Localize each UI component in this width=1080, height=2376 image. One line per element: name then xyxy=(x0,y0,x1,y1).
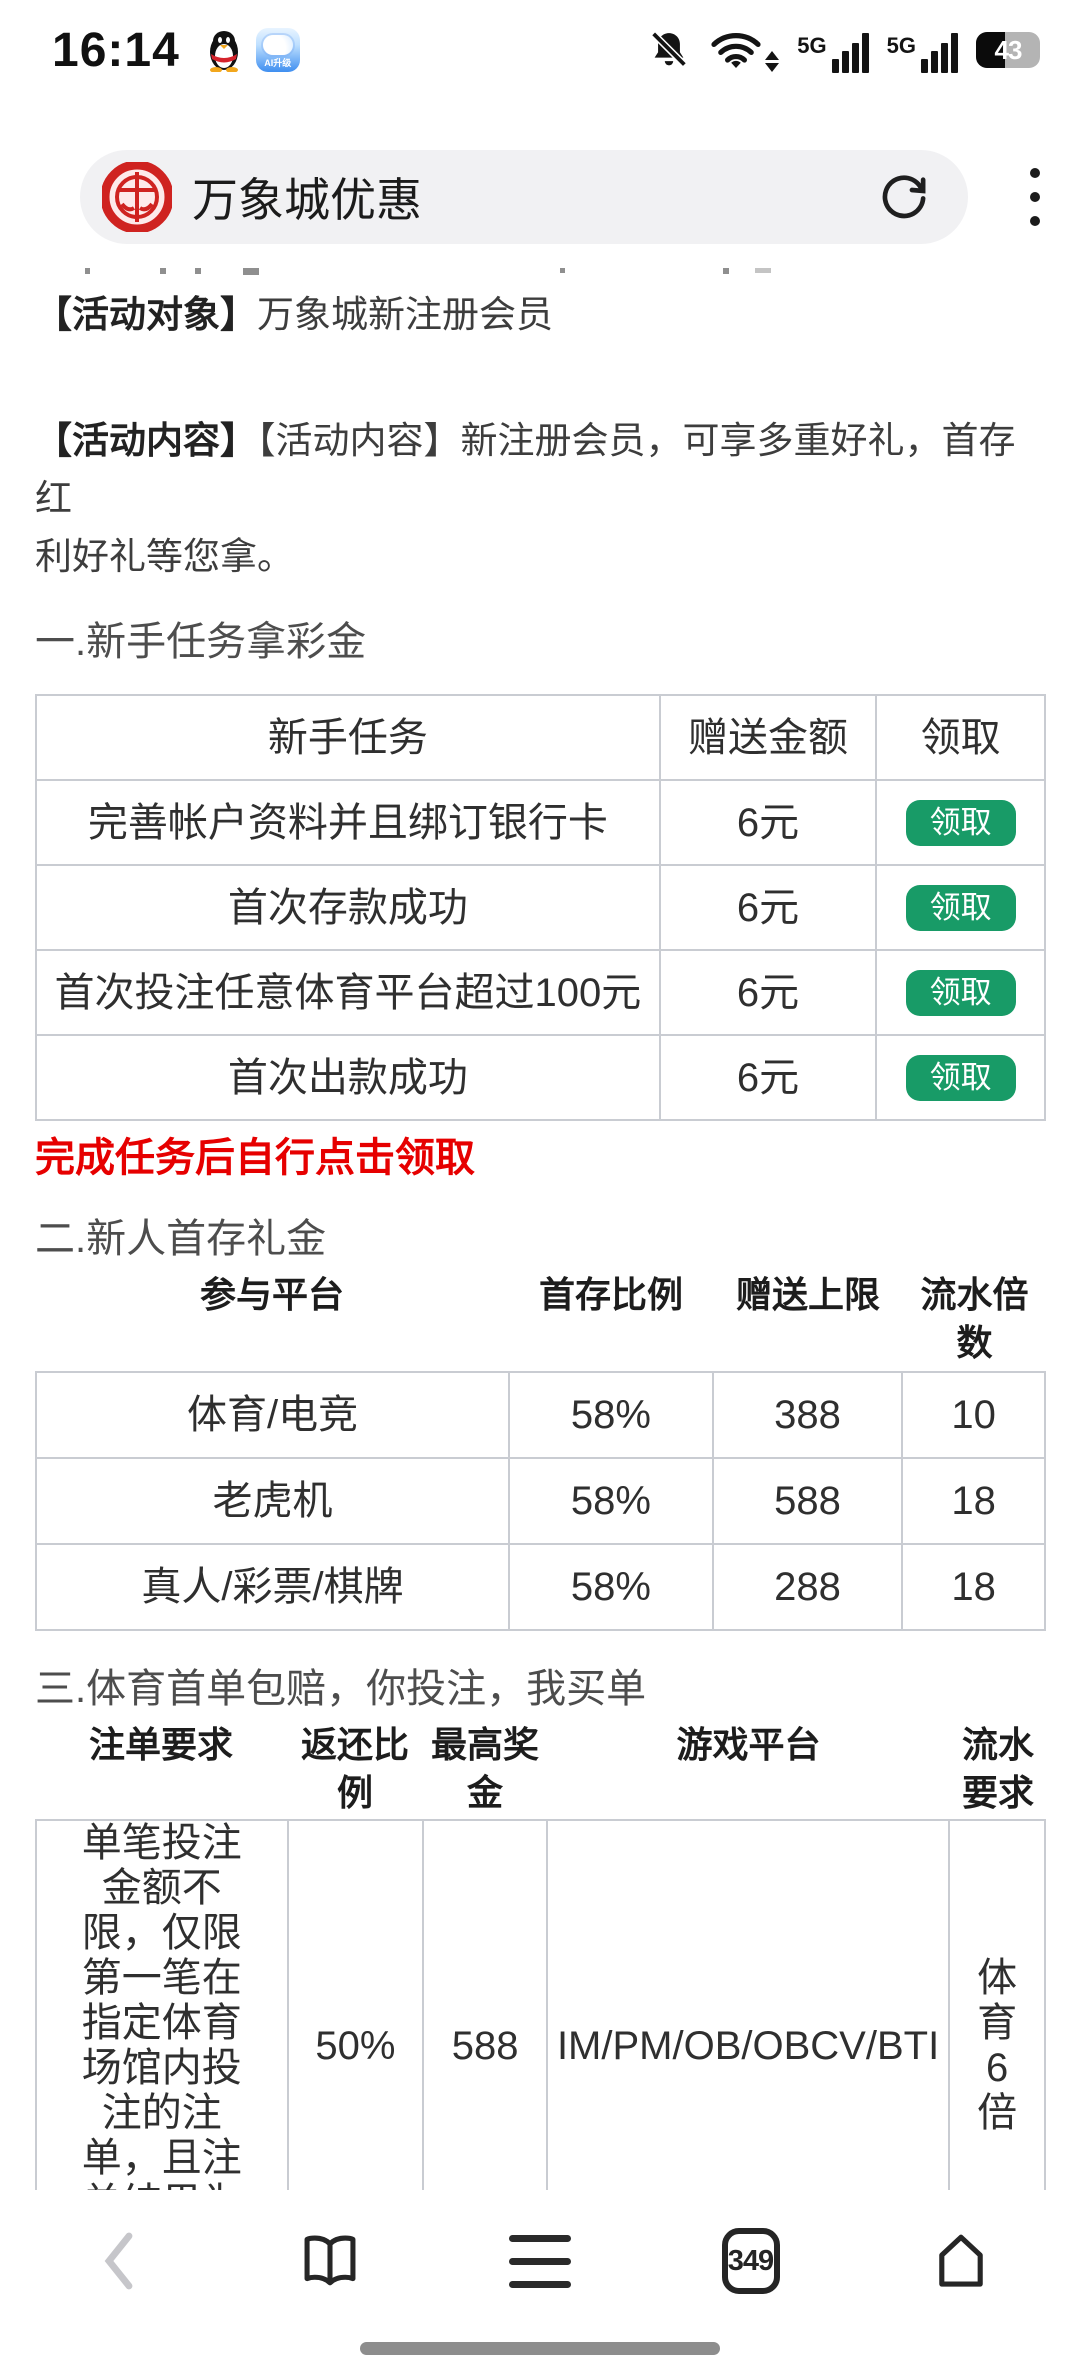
col-header-requirement: 注单要求 xyxy=(88,1724,233,1765)
activity-object-label: 【活动对象】 xyxy=(35,294,257,335)
app-badge-label: AI升级 xyxy=(264,58,292,68)
cap-cell: 388 xyxy=(713,1373,904,1459)
refresh-icon[interactable] xyxy=(876,169,932,225)
data-transfer-arrows-icon xyxy=(765,51,780,72)
cloud-glyph xyxy=(262,35,293,55)
col-header-claim: 领取 xyxy=(877,696,1047,781)
table-row: 单笔投注金额不限，仅限第一笔在指定体育场馆内投注的注单，且注单结果为全输 50%… xyxy=(37,1821,1047,2273)
activity-object-text: 万象城新注册会员 xyxy=(257,294,553,335)
status-bar: 16:14 AI升级 xyxy=(0,0,1080,100)
page-title: 万象城优惠 xyxy=(192,174,422,226)
task-cell: 完善帐户资料并且绑订银行卡 xyxy=(37,781,661,866)
task-cell: 首次存款成功 xyxy=(37,866,661,951)
table-row: 首次投注任意体育平台超过100元 6元 领取 xyxy=(37,951,1047,1036)
cap-cell: 588 xyxy=(713,1459,904,1545)
turnover-req-cell: 体育6倍 xyxy=(950,1821,1047,2273)
col-header-game-platform: 游戏平台 xyxy=(676,1724,821,1765)
claim-button[interactable]: 领取 xyxy=(905,1054,1016,1101)
menu-button[interactable] xyxy=(505,2226,575,2296)
section2-title: 二.新人首存礼金 xyxy=(35,1217,327,1261)
col-header-return-ratio: 返还比例 xyxy=(300,1724,409,1813)
page-content: 【活动对象】万象城新注册会员 【活动内容】【活动内容】新注册会员，可享多重好礼，… xyxy=(35,252,1047,2376)
bookmarks-button[interactable] xyxy=(295,2226,365,2296)
site-favicon xyxy=(102,162,172,232)
back-chevron-icon xyxy=(104,2232,133,2290)
amount-cell: 6元 xyxy=(660,866,878,951)
platform-cell: 老虎机 xyxy=(37,1459,511,1545)
activity-content-text: 【活动内容】新注册会员，可享多重好礼，首存红 利好礼等您拿。 xyxy=(35,420,1016,577)
amount-cell: 6元 xyxy=(660,781,878,866)
deposit-table-header: 参与平台 首存比例 赠送上限 流水倍数 xyxy=(35,1271,1046,1367)
col-header-platform: 参与平台 xyxy=(199,1274,344,1315)
requirement-cell: 单笔投注金额不限，仅限第一笔在指定体育场馆内投注的注单，且注单结果为全输 xyxy=(37,1821,289,2273)
qq-penguin-icon xyxy=(209,31,238,72)
col-header-cap: 赠送上限 xyxy=(735,1274,880,1315)
platform-cell: 真人/彩票/棋牌 xyxy=(37,1545,511,1631)
turnover-cell: 18 xyxy=(903,1459,1046,1545)
tab-count-badge: 349 xyxy=(721,2228,780,2294)
book-icon xyxy=(304,2235,355,2286)
clock: 16:14 xyxy=(52,23,180,77)
activity-object-line: 【活动对象】万象城新注册会员 xyxy=(35,286,1046,344)
battery-icon: 43 xyxy=(976,32,1040,68)
address-bar[interactable]: 万象城优惠 xyxy=(80,150,968,244)
amount-cell: 6元 xyxy=(660,1036,878,1121)
battery-percentage: 43 xyxy=(994,34,1023,65)
amount-cell: 6元 xyxy=(660,951,878,1036)
table-row: 老虎机 58% 588 18 xyxy=(37,1459,1046,1545)
table-row: 首次出款成功 6元 领取 xyxy=(37,1036,1047,1121)
insurance-table-header: 注单要求 返还比例 最高奖金 游戏平台 流水要求 xyxy=(35,1721,1046,1817)
platform-cell: 体育/电竞 xyxy=(37,1373,511,1459)
col-header-turnover-req: 流水要求 xyxy=(961,1724,1034,1813)
claim-button[interactable]: 领取 xyxy=(905,799,1016,846)
notifications-off-icon xyxy=(651,31,688,68)
turnover-cell: 18 xyxy=(903,1545,1046,1631)
activity-content-line: 【活动内容】【活动内容】新注册会员，可享多重好礼，首存红 利好礼等您拿。 xyxy=(35,354,1046,586)
home-button[interactable] xyxy=(926,2226,996,2296)
signal-5g-sim2-icon: 5G xyxy=(887,27,958,73)
section3-title: 三.体育首单包赔，你投注，我买单 xyxy=(35,1667,647,1711)
newbie-task-table: 新手任务 赠送金额 领取 完善帐户资料并且绑订银行卡 6元 领取 首次存款成功 … xyxy=(35,694,1047,1121)
table-row: 完善帐户资料并且绑订银行卡 6元 领取 xyxy=(37,781,1047,866)
task-cell: 首次出款成功 xyxy=(37,1036,661,1121)
turnover-cell: 10 xyxy=(903,1373,1046,1459)
table-header-row: 新手任务 赠送金额 领取 xyxy=(37,696,1047,781)
claim-instruction-note: 完成任务后自行点击领取 xyxy=(35,1136,475,1180)
address-bar-row: 万象城优惠 xyxy=(0,140,1080,252)
hamburger-icon xyxy=(509,2234,571,2288)
back-button[interactable] xyxy=(84,2226,154,2296)
claim-button[interactable]: 领取 xyxy=(905,969,1016,1016)
col-header-turnover: 流水倍数 xyxy=(920,1274,1029,1363)
signal-5g-sim1-icon: 5G xyxy=(797,27,869,73)
first-bet-insurance-table: 单笔投注金额不限，仅限第一笔在指定体育场馆内投注的注单，且注单结果为全输 50%… xyxy=(35,1819,1047,2273)
home-icon xyxy=(939,2234,983,2287)
deposit-bonus-table: 体育/电竞 58% 388 10 老虎机 58% 588 18 真人/彩票/棋牌… xyxy=(35,1371,1046,1631)
clipped-text-remnant xyxy=(35,264,1046,286)
table-row: 体育/电竞 58% 388 10 xyxy=(37,1373,1046,1459)
table-row: 首次存款成功 6元 领取 xyxy=(37,866,1047,951)
ratio-cell: 58% xyxy=(510,1459,714,1545)
section1-title: 一.新手任务拿彩金 xyxy=(35,620,367,664)
table-row: 真人/彩票/棋牌 58% 288 18 xyxy=(37,1545,1046,1631)
claim-button[interactable]: 领取 xyxy=(905,884,1016,931)
browser-menu-icon[interactable] xyxy=(1030,155,1040,239)
wifi-icon xyxy=(710,28,780,72)
col-header-amount: 赠送金额 xyxy=(660,696,878,781)
ratio-cell: 58% xyxy=(510,1373,714,1459)
task-cell: 首次投注任意体育平台超过100元 xyxy=(37,951,661,1036)
tabs-button[interactable]: 349 xyxy=(716,2226,786,2296)
cloud-browser-app-icon: AI升级 xyxy=(255,28,300,72)
gesture-handle[interactable] xyxy=(360,2342,720,2355)
col-header-max-bonus: 最高奖金 xyxy=(430,1724,539,1813)
browser-bottom-nav: 349 xyxy=(0,2190,1080,2376)
activity-content-label: 【活动内容】 xyxy=(35,420,257,461)
ratio-cell: 58% xyxy=(510,1545,714,1631)
col-header-ratio: 首存比例 xyxy=(538,1274,683,1315)
cap-cell: 288 xyxy=(713,1545,904,1631)
col-header-task: 新手任务 xyxy=(37,696,661,781)
